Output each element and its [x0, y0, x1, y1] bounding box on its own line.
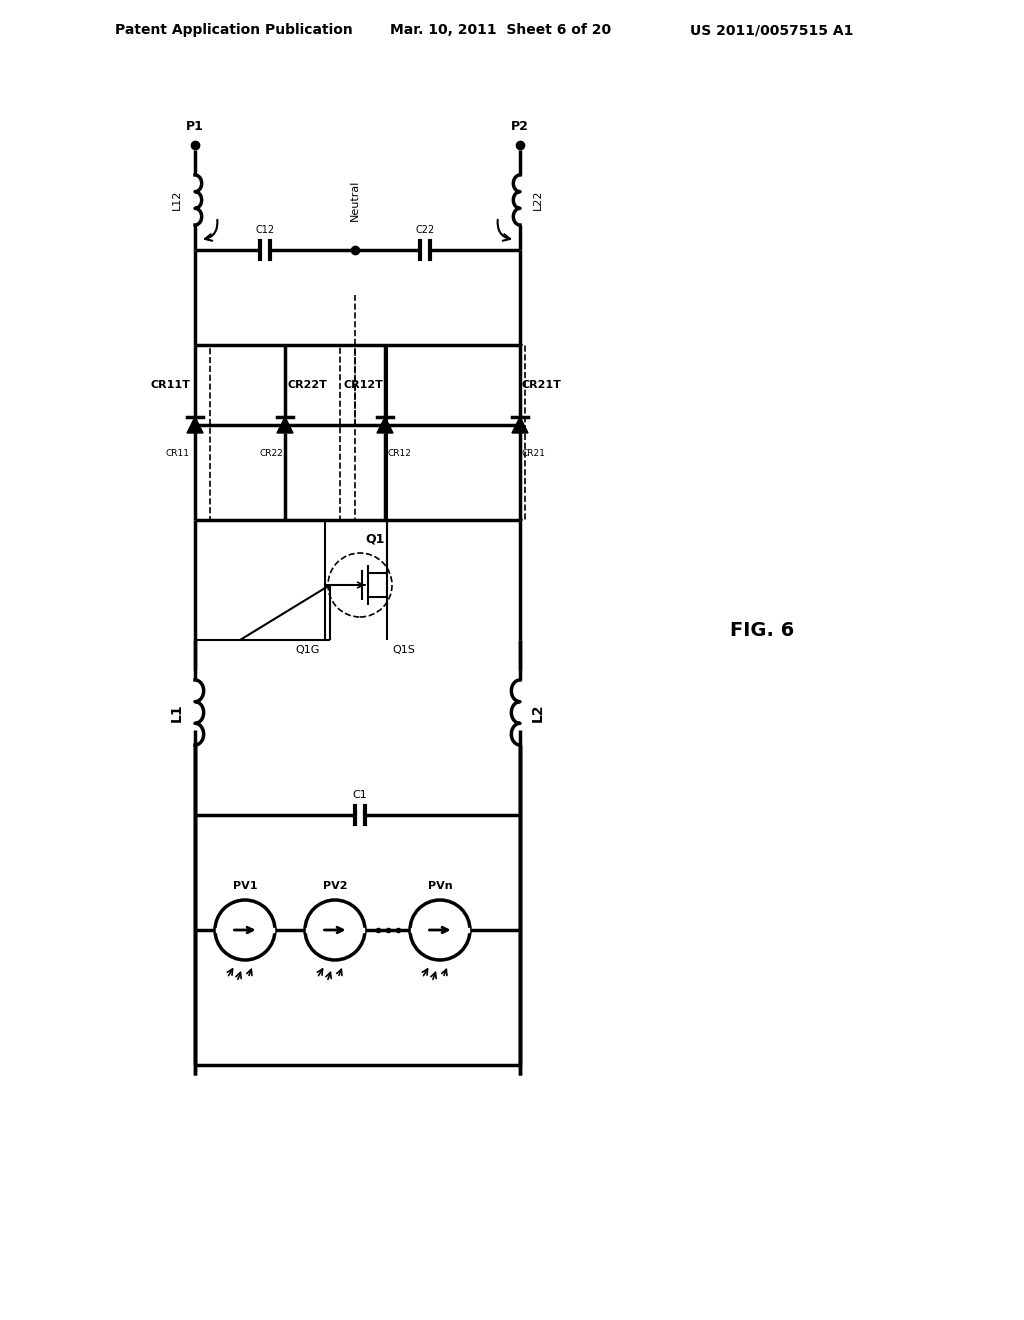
Text: L2: L2: [531, 704, 545, 722]
Polygon shape: [278, 417, 293, 433]
Text: Q1S: Q1S: [392, 645, 415, 655]
Text: PVn: PVn: [428, 880, 453, 891]
Text: CR22: CR22: [259, 449, 283, 458]
Text: L1: L1: [170, 704, 184, 722]
Text: CR11: CR11: [166, 449, 190, 458]
Bar: [210, 345, 355, 520]
Text: FIG. 6: FIG. 6: [730, 620, 795, 639]
Bar: [340, 345, 525, 520]
Polygon shape: [187, 417, 203, 433]
Text: CR12: CR12: [387, 449, 411, 458]
Polygon shape: [512, 417, 528, 433]
Text: C12: C12: [255, 224, 274, 235]
Text: PV1: PV1: [232, 880, 257, 891]
Text: US 2011/0057515 A1: US 2011/0057515 A1: [690, 22, 853, 37]
FancyArrowPatch shape: [205, 219, 217, 240]
Text: P2: P2: [511, 120, 529, 133]
Text: C22: C22: [416, 224, 434, 235]
Text: P1: P1: [186, 120, 204, 133]
Text: Mar. 10, 2011  Sheet 6 of 20: Mar. 10, 2011 Sheet 6 of 20: [390, 22, 611, 37]
FancyArrowPatch shape: [498, 219, 510, 240]
Text: Q1: Q1: [365, 532, 384, 545]
Polygon shape: [377, 417, 393, 433]
Text: L12: L12: [172, 190, 182, 210]
Text: Q1G: Q1G: [296, 645, 319, 655]
Text: C1: C1: [352, 789, 368, 800]
Text: PV2: PV2: [323, 880, 347, 891]
Text: Neutral: Neutral: [350, 180, 360, 220]
Text: CR12T: CR12T: [343, 380, 383, 389]
Text: CR11T: CR11T: [151, 380, 190, 389]
Text: CR21T: CR21T: [522, 380, 562, 389]
Text: CR22T: CR22T: [287, 380, 327, 389]
Text: Patent Application Publication: Patent Application Publication: [115, 22, 352, 37]
Text: CR21: CR21: [522, 449, 546, 458]
Text: L22: L22: [534, 190, 543, 210]
